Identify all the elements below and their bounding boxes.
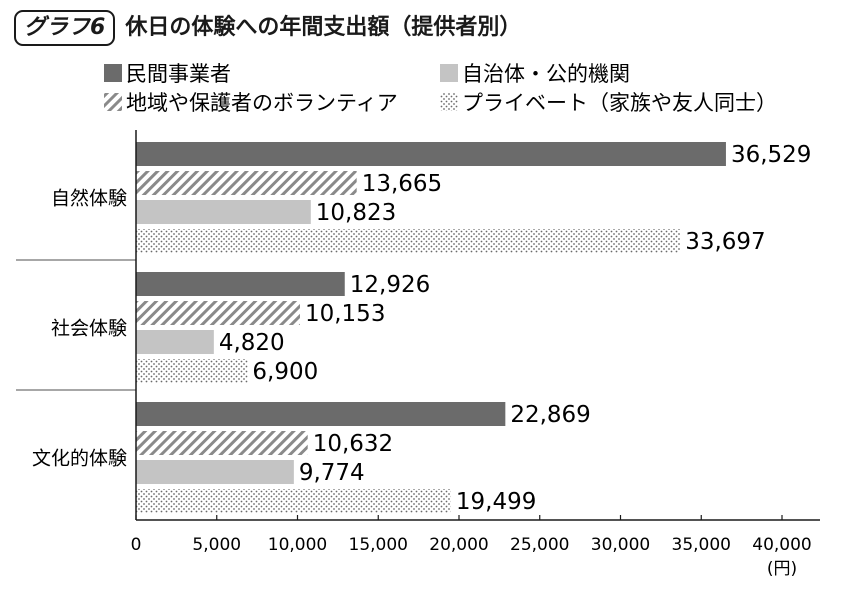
category-label-1: 自然体験 — [51, 188, 127, 210]
bar-1-1 — [136, 142, 726, 166]
value-label-1-4: 33,697 — [685, 229, 765, 255]
bar-3-4 — [136, 489, 451, 513]
legend-label-4: プライベート（家族や友人同士） — [462, 91, 777, 115]
value-label-1-2: 13,665 — [362, 171, 442, 197]
x-tick-label-6: 25,000 — [510, 535, 569, 555]
value-label-2-2: 10,153 — [305, 301, 385, 327]
legend-swatch-3 — [440, 64, 458, 82]
value-label-2-3: 4,820 — [219, 330, 285, 356]
legend-swatch-4 — [440, 93, 458, 111]
value-label-3-2: 10,632 — [313, 431, 393, 457]
bar-2-3 — [136, 330, 214, 354]
legend-label-3: 自治体・公的機関 — [462, 62, 630, 86]
chart-title-row: グラフ6 休日の体験への年間支出額（提供者別） — [14, 8, 521, 48]
bar-1-4 — [136, 229, 681, 253]
bar-1-2 — [136, 171, 357, 195]
bar-2-1 — [136, 272, 345, 296]
value-label-1-1: 36,529 — [731, 142, 811, 168]
bar-3-1 — [136, 402, 506, 426]
x-tick-label-8: 35,000 — [672, 535, 731, 555]
x-tick-label-2: 5,000 — [192, 535, 241, 555]
value-label-1-3: 10,823 — [316, 200, 396, 226]
value-label-3-1: 22,869 — [510, 402, 590, 428]
plot-area: 36,529 13,665 10,823 33,697 12,926 10,153 4,82… — [136, 142, 811, 515]
value-label-3-3: 9,774 — [299, 460, 365, 486]
legend-swatch-2 — [104, 93, 122, 111]
bar-2-4 — [136, 359, 248, 383]
legend-label-1: 民間事業者 — [126, 62, 231, 86]
bar-3-2 — [136, 431, 308, 455]
value-label-2-1: 12,926 — [350, 272, 430, 298]
bar-3-3 — [136, 460, 294, 484]
x-tick-label-3: 10,000 — [268, 535, 327, 555]
value-label-3-4: 19,499 — [456, 489, 536, 515]
legend-swatch-1 — [104, 64, 122, 82]
x-tick-label-7: 30,000 — [591, 535, 650, 555]
category-label-2: 社会体験 — [51, 318, 127, 340]
x-tick-label-9: 40,000 — [752, 535, 811, 555]
category-label-3: 文化的体験 — [32, 448, 127, 470]
chart-title: 休日の体験への年間支出額（提供者別） — [125, 15, 522, 40]
bar-2-2 — [136, 301, 300, 325]
figure-number-badge: グラフ6 — [14, 10, 116, 46]
x-axis-unit-label: (円) — [767, 559, 797, 579]
x-tick-label-4: 15,000 — [349, 535, 408, 555]
x-tick-label-5: 20,000 — [429, 535, 488, 555]
value-label-2-4: 6,900 — [252, 359, 318, 385]
legend-label-2: 地域や保護者のボランティア — [126, 91, 398, 115]
x-tick-label-1: 0 — [131, 535, 142, 555]
bar-1-3 — [136, 200, 311, 224]
